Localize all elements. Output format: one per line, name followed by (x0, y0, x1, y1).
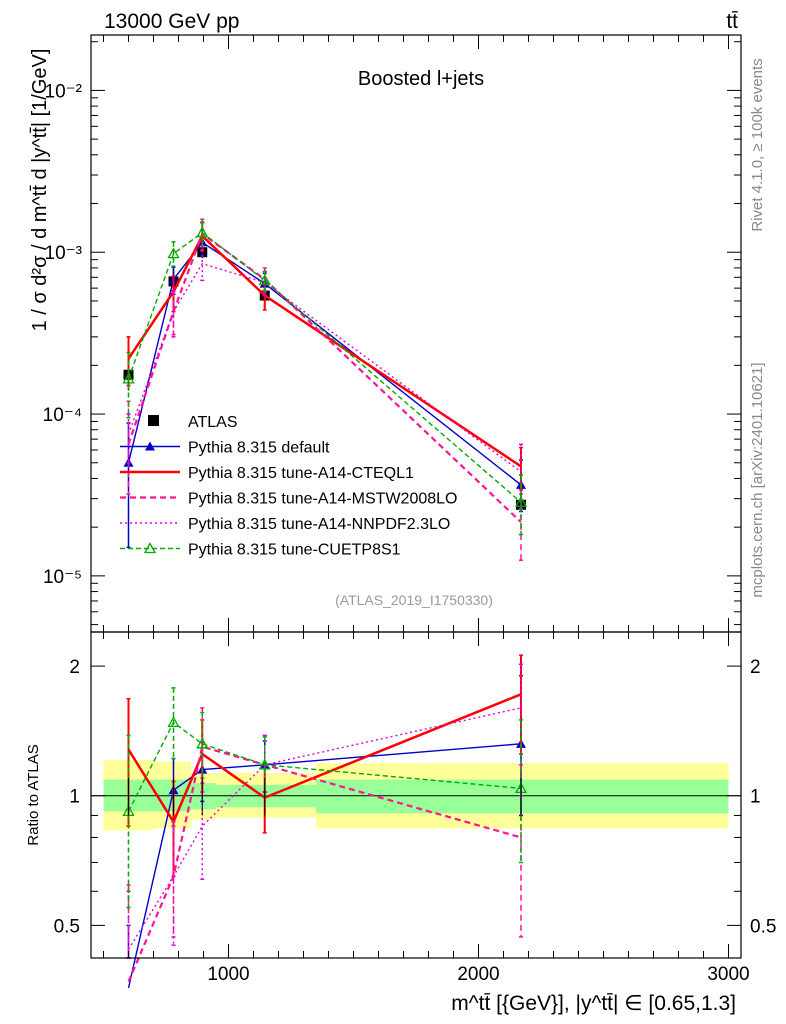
ratio-tick-label: 0.5 (54, 916, 80, 937)
series-line (127, 231, 522, 503)
y-tick-label: 10⁻⁴ (43, 405, 82, 426)
ratio-series (122, 654, 528, 989)
legend-item: Pythia 8.315 tune-A14-MSTW2008LO (120, 491, 457, 508)
legend-label: ATLAS (188, 414, 238, 431)
series-line (127, 262, 522, 473)
chart-title: Boosted l+jets (358, 68, 484, 90)
legend-marker (143, 542, 157, 554)
y-tick-label: 10⁻² (45, 81, 83, 102)
main-series-4 (122, 221, 528, 536)
legend-label: Pythia 8.315 tune-A14-NNPDF2.3LO (188, 516, 450, 533)
ratio-series-0 (126, 674, 526, 989)
ratio-tick-label-right: 1 (750, 787, 761, 808)
ratio-tick-label-right: 2 (750, 657, 761, 678)
x-tick-label: 2000 (457, 964, 499, 985)
series-line (127, 745, 522, 983)
series-marker (167, 716, 180, 728)
axes: 1000 2000 3000 10⁻⁵ 10⁻⁴ 10⁻³ 10⁻² 0.5 0.5 1 1 2 2 (43, 34, 776, 985)
bottom-frame (90, 631, 742, 959)
legend-item: Pythia 8.315 tune-A14-CTEQL1 (120, 465, 414, 482)
series-marker (167, 247, 180, 259)
x-tick-label: 3000 (707, 964, 749, 985)
legend-label: Pythia 8.315 default (188, 440, 330, 457)
series-marker (122, 372, 135, 384)
legend-label: Pythia 8.315 tune-A14-CTEQL1 (188, 465, 414, 482)
y-tick-label: 10⁻³ (45, 243, 83, 264)
header-left: 13000 GeV pp (104, 10, 239, 33)
uncertainty-bands (91, 760, 741, 831)
header-right: tt̄ (726, 10, 738, 33)
series-marker (514, 495, 528, 507)
analysis-tag: (ATLAS_2019_I1750330) (335, 592, 493, 608)
legend-label: Pythia 8.315 tune-A14-MSTW2008LO (188, 491, 457, 508)
ratio-data (128, 777, 522, 816)
rivet-label: Rivet 4.1.0, ≥ 100k events (749, 58, 766, 231)
legend-item: Pythia 8.315 tune-A14-NNPDF2.3LO (120, 516, 450, 533)
series-marker (196, 737, 209, 749)
legend-item: Pythia 8.315 tune-CUETP8S1 (120, 542, 401, 559)
series-marker (258, 758, 271, 770)
main-series-2 (126, 218, 523, 561)
ratio-tick-label: 1 (69, 787, 80, 808)
legend-marker (148, 415, 159, 426)
x-axis-label: m^tt̄ [{GeV}], |y^tt̄| ∈ [0.65,1.3] (451, 992, 736, 1015)
legend-label: Pythia 8.315 tune-CUETP8S1 (188, 542, 401, 559)
series-marker (258, 274, 271, 286)
mcplots-label: mcplots.cern.ch [arXiv:2401.10621] (749, 362, 766, 597)
main-series (122, 218, 528, 561)
ratio-series-4 (122, 687, 528, 909)
series-line (127, 721, 522, 812)
y-axis-label: 1 / σ d²σ / d m^tt̄ d |y^tt̄| [1/GeV] (29, 49, 51, 332)
legend-item: Pythia 8.315 default (120, 440, 330, 457)
ratio-tick-label-right: 0.5 (750, 916, 776, 937)
ratio-y-axis-label: Ratio to ATLAS (25, 744, 42, 845)
series-marker (196, 226, 209, 238)
ratio-tick-label: 2 (69, 657, 80, 678)
series-line (127, 707, 522, 950)
y-tick-label: 10⁻⁵ (43, 567, 82, 588)
x-tick-label: 1000 (207, 964, 249, 985)
legend: ATLAS Pythia 8.315 default Pythia 8.315 tu… (120, 414, 457, 559)
legend-item: ATLAS (148, 414, 238, 431)
series-line (127, 233, 522, 468)
legend-marker (145, 441, 155, 451)
